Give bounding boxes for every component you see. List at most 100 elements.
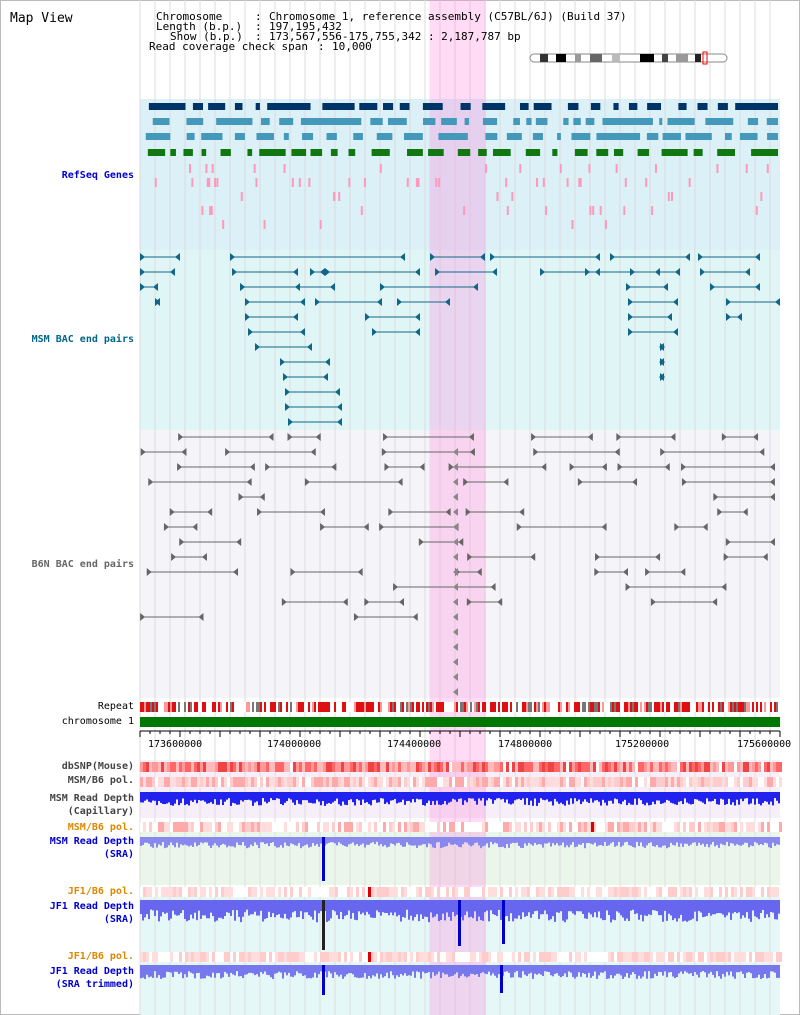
repeat-element (272, 702, 274, 712)
msm-depth-sra-track-bar (372, 837, 374, 843)
dbsnp-track-cell (401, 762, 404, 772)
msm-depth-capillary-track-bar (276, 792, 278, 799)
repeat-element (506, 702, 508, 712)
jf1-depth-sra-track-bar (412, 900, 414, 921)
msm-depth-capillary-track[interactable] (140, 792, 780, 806)
jf1-depth-trim-track[interactable] (140, 965, 780, 995)
jf1-b6-pol-trim-track[interactable] (140, 952, 782, 962)
msm-depth-sra-track-bar (710, 837, 712, 845)
jf1-depth-sra-track-bar (496, 900, 498, 917)
msm-depth-capillary-track-bar (420, 792, 422, 800)
track-label-chromosome[interactable]: chromosome 1 (61, 716, 134, 727)
b6n-pair-end (476, 568, 482, 576)
msm-bac-end-pairs[interactable] (140, 253, 780, 426)
track-label-msm-depth-capillary[interactable]: MSM Read Depth (49, 793, 134, 804)
jf1-depth-trim-track-bar (418, 965, 420, 973)
gene-exon (201, 149, 207, 156)
jf1-b6-pol-trim-track-cell (632, 952, 635, 962)
jf1-depth-sra-track-bar (192, 900, 194, 919)
jf1-depth-sra-track-bar (200, 900, 202, 919)
msm-depth-capillary-track-bar (658, 792, 660, 801)
jf1-depth-trim-track-bar (232, 965, 234, 975)
jf1-depth-trim-track-bar (560, 965, 562, 978)
msm-depth-sra-track-bar (434, 837, 436, 849)
msm-depth-capillary-track-bar (218, 792, 220, 805)
msm-depth-sra-track-bar (482, 837, 484, 847)
msm-depth-sra-track-bar (630, 837, 632, 846)
jf1-depth-trim-track-bar (162, 965, 164, 978)
msm-pair-end (659, 373, 664, 381)
jf1-depth-trim-track-bar (306, 965, 308, 979)
msm-depth-capillary-track-bar (666, 792, 668, 800)
msm-b6-pol-track-cell (725, 777, 728, 787)
jf1-depth-trim-track-bar (520, 965, 522, 978)
msm-pair-end (540, 268, 545, 276)
jf1-b6-pol-track-cell (164, 887, 167, 897)
refseq-transcript-tick (579, 178, 582, 187)
jf1-b6-pol-track-cell (392, 887, 395, 897)
jf1-b6-pol-trim-track-cell (206, 952, 209, 962)
jf1-b6-pol-trim-track-cell (416, 952, 419, 962)
track-label-jf1-depth-trim[interactable]: JF1 Read Depth (49, 966, 134, 977)
gene-exon (567, 103, 579, 110)
track-label-msm-bac[interactable]: MSM BAC end pairs (31, 334, 134, 345)
msm-depth-sra-track-bar (622, 837, 624, 846)
jf1-depth-trim-track-bar (292, 965, 294, 978)
jf1-depth-sra-track-bar (746, 900, 748, 913)
jf1-b6-pol-track-cell (638, 887, 641, 897)
msm-b6-pol-sra-track-cell (749, 822, 752, 832)
jf1-b6-pol-track[interactable] (140, 887, 780, 897)
repeat-element (542, 702, 544, 712)
msm-b6-pol-track-cell (524, 777, 527, 787)
refseq-transcript-tick (222, 220, 225, 229)
jf1-b6-pol-trim-track-cell (143, 952, 146, 962)
dbsnp-track-cell (452, 762, 455, 772)
jf1-depth-trim-track-bar (372, 965, 374, 976)
jf1-depth-trim-track-bar (540, 965, 542, 975)
msm-b6-pol-track[interactable] (140, 777, 782, 787)
track-label-repeat[interactable]: Repeat (97, 701, 134, 712)
jf1-depth-sra-track-bar (214, 900, 216, 922)
ideogram-band (612, 54, 620, 62)
msm-b6-pol-sra-track[interactable] (140, 822, 782, 832)
msm-depth-sra-track-bar (760, 837, 762, 844)
refseq-gene-models[interactable] (145, 103, 778, 229)
gene-exon (482, 103, 506, 110)
msm-depth-sra-track-bar (414, 837, 416, 846)
track-label-msm-depth-sra[interactable]: MSM Read Depth (49, 836, 134, 847)
chromosome-ideogram[interactable] (529, 51, 728, 65)
gene-exon (220, 149, 231, 156)
b6n-pair-end (363, 523, 369, 531)
jf1-depth-trim-track-bar (246, 965, 248, 975)
b6n-bac-end-pairs[interactable] (140, 433, 775, 696)
repeat-track[interactable] (140, 702, 780, 712)
repeat-element (188, 702, 190, 712)
track-label-refseq[interactable]: RefSeq Genes (61, 170, 134, 181)
track-label-jf1-depth-sra[interactable]: JF1 Read Depth (49, 901, 134, 912)
track-label-msm-b6-pol[interactable]: MSM/B6 pol. (67, 775, 134, 786)
jf1-depth-sra-track-bar (476, 900, 478, 922)
msm-depth-sra-track-bar (504, 837, 506, 849)
dbsnp-track[interactable] (140, 762, 782, 772)
jf1-depth-sra-track-bar (420, 900, 422, 915)
track-label-dbsnp[interactable]: dbSNP(Mouse) (61, 761, 134, 772)
jf1-depth-sra-track-bar (222, 900, 224, 919)
track-label-b6n-bac[interactable]: B6N BAC end pairs (31, 559, 134, 570)
msm-pair-end (737, 313, 742, 321)
msm-depth-sra-track[interactable] (140, 837, 780, 881)
jf1-depth-sra-track-spike (502, 900, 505, 944)
jf1-b6-pol-track-cell (599, 887, 602, 897)
msm-depth-sra-track-bar (254, 837, 256, 843)
msm-depth-capillary-track-bar (208, 792, 210, 804)
track-label-msm-b6-pol-sra[interactable]: MSM/B6 pol. (67, 822, 134, 833)
msm-depth-sra-track-bar (722, 837, 724, 845)
track-label-jf1-b6-pol[interactable]: JF1/B6 pol. (67, 886, 134, 897)
msm-b6-pol-sra-track-cell (245, 822, 248, 832)
jf1-depth-sra-track-bar (350, 900, 352, 919)
track-label-jf1-b6-pol-trim[interactable]: JF1/B6 pol. (67, 951, 134, 962)
msm-depth-capillary-track-bar (774, 792, 776, 799)
jf1-depth-sra-track[interactable] (140, 900, 780, 950)
jf1-depth-trim-track-bar (740, 965, 742, 972)
repeat-element (302, 702, 304, 712)
